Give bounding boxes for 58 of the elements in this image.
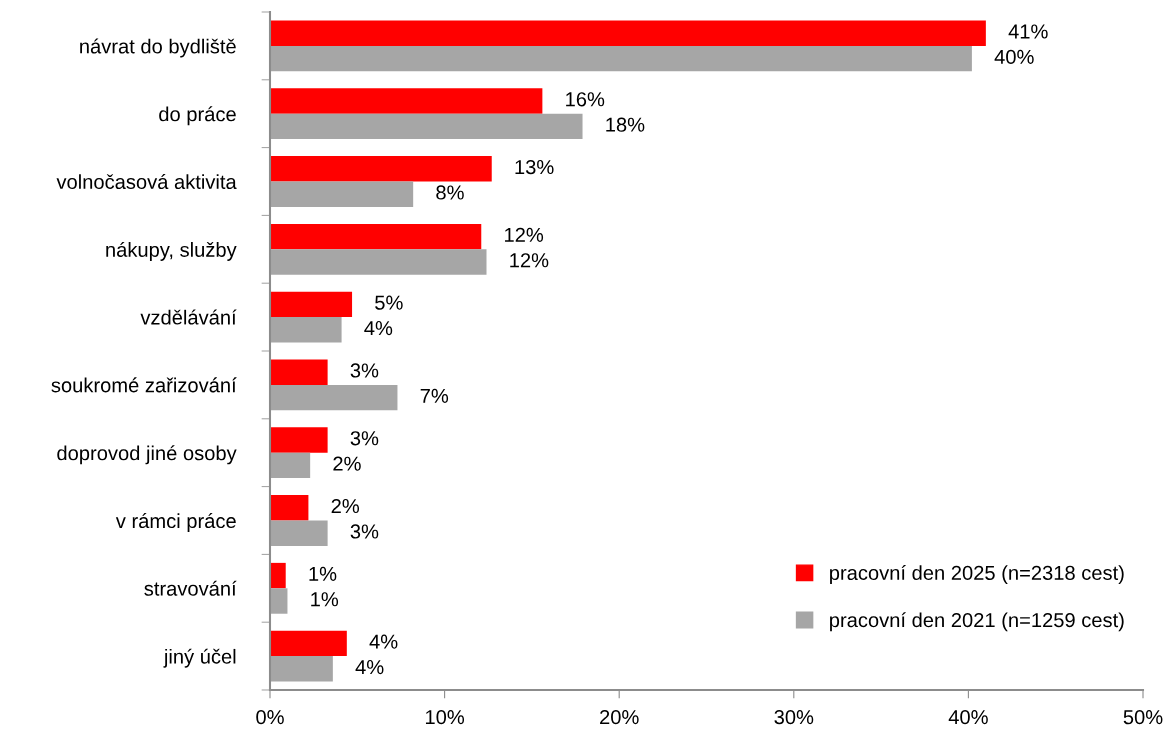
data-label: 4% [369,634,398,649]
bar [270,588,288,614]
bar [270,359,328,385]
bar [270,630,347,657]
bar [270,20,986,46]
data-label: 16% [566,92,605,107]
data-label: 1% [309,566,337,581]
data-label: 1% [311,592,339,607]
x-tick-label: 50% [1123,709,1163,725]
data-label: 12% [510,253,549,268]
data-label: 3% [350,363,379,378]
x-tick-label: 40% [948,709,988,725]
bar [270,317,342,343]
x-tick-label: 20% [600,709,639,725]
data-label: 18% [606,117,645,132]
y-tick-label: soukromé zařizování [51,377,237,393]
y-tick-label: doprovod jiné osoby [57,445,237,465]
data-label: 41% [1008,24,1048,39]
bar [270,113,583,140]
x-tick-label: 0% [256,709,284,725]
data-label: 3% [350,431,379,446]
data-label: 12% [505,227,544,242]
bar [270,495,309,521]
data-label: 7% [420,388,449,403]
data-label: 4% [355,660,384,675]
bar [270,520,328,546]
bar [270,156,492,182]
data-label: 13% [515,159,554,175]
legend-label: pracovní den 2021 (n=1259 cest) [830,612,1124,632]
y-tick-label: návrat do bydliště [80,38,236,58]
y-tick-label: v rámci práce [115,513,236,533]
data-label: 2% [331,498,360,514]
bar [270,249,487,275]
bar [270,384,398,411]
data-label: 2% [333,456,361,471]
bar [270,88,543,114]
data-label: 3% [350,524,379,539]
bar [270,45,972,72]
y-tick-label: vzdělávání [140,309,237,325]
data-label: 4% [364,321,393,336]
data-label: 8% [436,185,464,200]
x-tick-label: 10% [425,709,465,725]
data-label: 5% [375,295,403,310]
bar [270,291,353,318]
bar [270,656,333,682]
x-tick-label: 30% [774,709,814,725]
bar [270,427,328,453]
bar [270,223,482,250]
bar [270,562,286,589]
bar [270,452,311,479]
bar [270,181,414,207]
y-tick-label: stravování [144,580,237,596]
y-tick-label: volnočasová aktivita [56,173,237,189]
y-tick-label: jiný účel [163,648,236,668]
legend-label: pracovní den 2025 (n=2318 cest) [830,564,1124,584]
data-label: 40% [994,49,1034,65]
y-tick-label: do práce [159,106,236,126]
y-tick-label: nákupy, služby [106,241,237,261]
